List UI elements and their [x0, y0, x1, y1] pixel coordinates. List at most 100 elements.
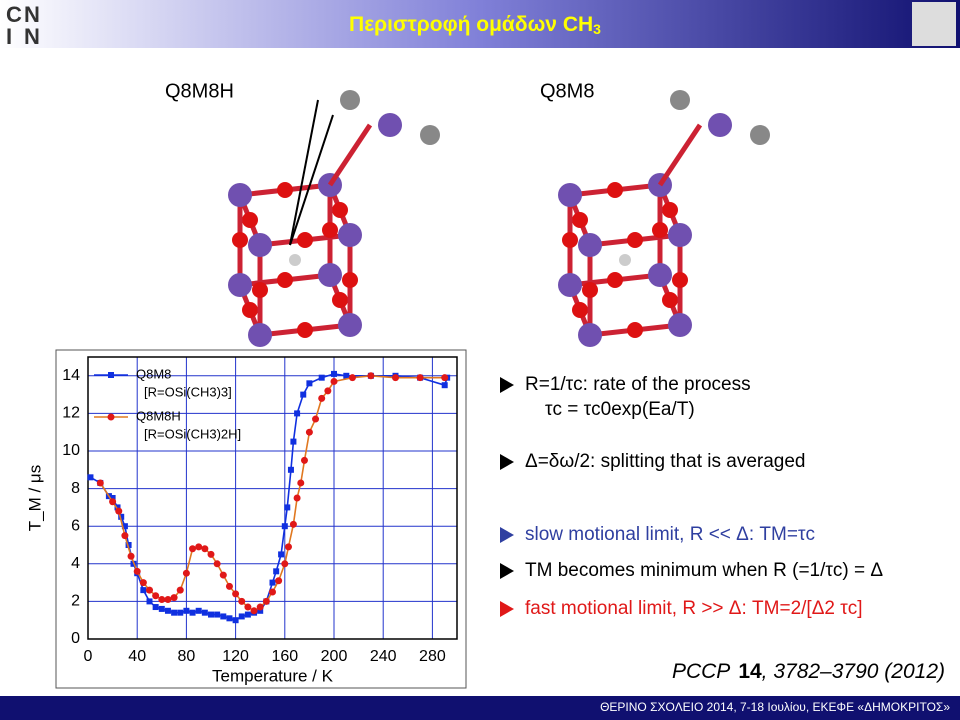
data-point [281, 560, 289, 568]
data-point [189, 609, 196, 616]
y-tick-label: 6 [71, 517, 80, 534]
slide-title: Περιστροφή ομάδων CH3 [349, 13, 601, 37]
pages: , 3782–3790 (2012) [762, 660, 945, 683]
carbon-atom [750, 125, 770, 145]
bullet-list: R=1/τc: rate of the process τc = τc0exp(E… [500, 374, 883, 619]
data-point [269, 588, 276, 596]
data-point [343, 372, 350, 379]
data-point [226, 615, 233, 622]
data-point [289, 520, 297, 528]
y-tick-label: 0 [71, 630, 80, 647]
data-point [232, 617, 239, 624]
y-tick-label: 14 [62, 367, 80, 384]
data-point [176, 586, 184, 594]
bullet-text: τc = τc0exp(Ea/T) [545, 399, 695, 420]
oxygen-atom [332, 292, 348, 308]
x-axis-label: Temperature / K [212, 666, 334, 685]
legend-label: Q8M8 [136, 366, 171, 381]
data-point [127, 552, 135, 560]
data-point [195, 543, 203, 551]
silicon-atom [668, 223, 692, 247]
data-point [232, 590, 240, 598]
oxygen-atom [572, 212, 588, 228]
bullet-text: fast motional limit, R >> Δ: TM=2/[Δ2 τc… [525, 598, 863, 619]
bullet-text: TM becomes minimum when R (=1/τc) = Δ [525, 560, 883, 581]
y-axis-label: T_M / μs [25, 465, 44, 531]
bond [327, 123, 373, 187]
oxygen-atom [627, 322, 643, 338]
oxygen-atom [322, 222, 338, 238]
silicon-atom [648, 263, 672, 287]
data-point [201, 545, 209, 553]
data-point [318, 374, 325, 381]
bullet-text: Δ=δω/2: splitting that is averaged [525, 451, 806, 472]
x-tick-label: 200 [321, 648, 348, 665]
chart: 0 2 4 6 8 10 12 14 0 40 80 120 160 200 240 280 Temperatu… [25, 356, 458, 685]
y-tick-label: 12 [62, 405, 80, 422]
carbon-atom [420, 125, 440, 145]
svg-text:I: I [6, 24, 12, 49]
silicon-atom [578, 323, 602, 347]
oxygen-atom [232, 232, 248, 248]
data-point [152, 592, 160, 600]
data-point [300, 456, 308, 464]
header-band [0, 0, 960, 48]
data-point [170, 594, 178, 602]
bullet-text: R=1/τc: rate of the process [525, 374, 751, 395]
data-point [118, 513, 125, 520]
data-point [244, 603, 252, 611]
data-point [201, 609, 208, 616]
silicon-atom [558, 273, 582, 297]
data-point [164, 607, 171, 614]
svg-text:N: N [24, 2, 40, 27]
data-point [96, 479, 104, 487]
x-tick-label: 280 [419, 648, 446, 665]
data-point [441, 382, 448, 389]
logo: C N I N [6, 2, 40, 49]
legend-label: Q8M8H [136, 408, 181, 423]
molecule-label: Q8M8H [165, 80, 234, 102]
data-point [183, 607, 190, 614]
data-point [195, 607, 202, 614]
data-point [213, 560, 221, 568]
oxygen-atom [562, 232, 578, 248]
oxygen-atom [672, 272, 688, 288]
data-point [139, 579, 147, 587]
hydrogen-atom [619, 254, 631, 266]
volume: 14 [738, 660, 762, 683]
data-point [225, 582, 233, 590]
data-point [348, 374, 356, 382]
x-tick-label: 240 [370, 648, 397, 665]
silicon-atom [248, 323, 272, 347]
oxygen-atom [582, 282, 598, 298]
footer-band [0, 696, 960, 720]
data-point [305, 428, 313, 436]
oxygen-atom [242, 302, 258, 318]
oxygen-atom [297, 232, 313, 248]
data-point [140, 587, 147, 594]
data-point [208, 611, 214, 618]
data-point [244, 611, 251, 618]
y-tick-label: 10 [62, 442, 80, 459]
carbon-atom [670, 90, 690, 110]
oxygen-atom [662, 202, 678, 218]
data-point [121, 523, 128, 530]
oxygen-atom [652, 222, 668, 238]
chart-frame [55, 349, 467, 689]
data-point [220, 613, 227, 620]
title-text: Περιστροφή ομάδων CH [349, 13, 593, 36]
silicon-atom [668, 313, 692, 337]
data-point [115, 507, 123, 515]
oxygen-atom [662, 292, 678, 308]
data-point [257, 607, 264, 614]
silicon-atom [338, 223, 362, 247]
data-point [306, 380, 313, 387]
oxygen-atom [342, 272, 358, 288]
x-tick-label: 120 [222, 648, 249, 665]
data-point [331, 370, 337, 377]
data-point [158, 596, 166, 604]
silicon-atom [378, 113, 402, 137]
data-point [146, 598, 153, 605]
data-point [164, 596, 172, 604]
